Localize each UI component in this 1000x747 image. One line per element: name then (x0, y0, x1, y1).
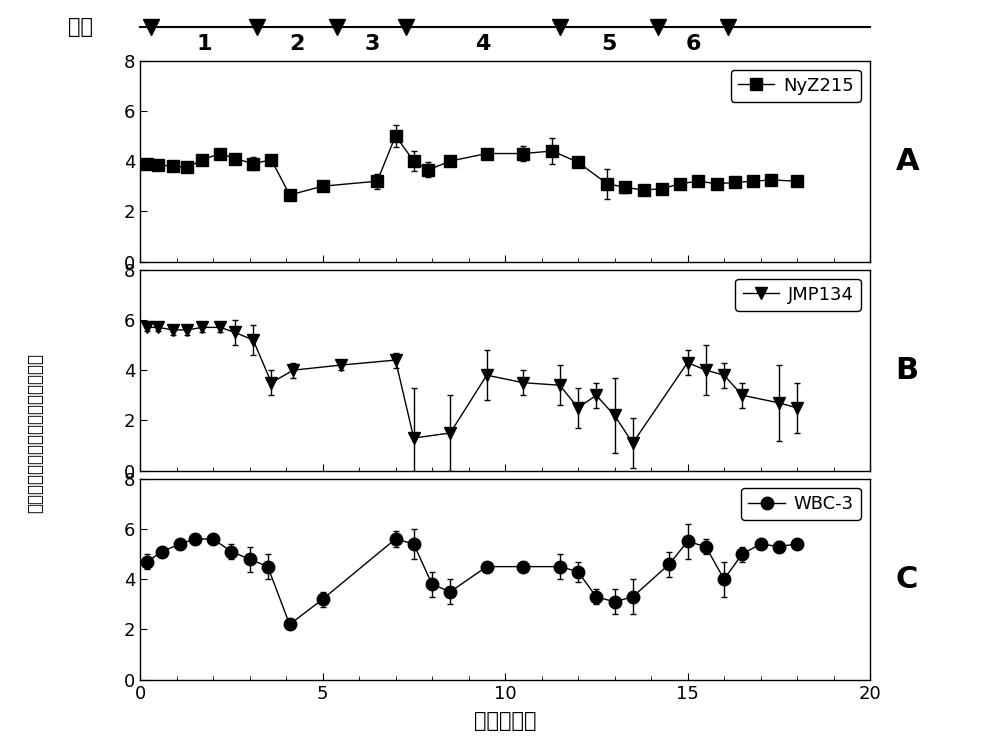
Legend: JMP134: JMP134 (735, 279, 861, 311)
Text: 2: 2 (289, 34, 305, 54)
Text: A: A (896, 146, 919, 176)
Text: 1: 1 (196, 34, 212, 54)
Text: C: C (896, 565, 918, 594)
X-axis label: 时间（天）: 时间（天） (474, 711, 536, 731)
Text: 每毫升培养液中基因拷贝数的对数値: 每毫升培养液中基因拷贝数的对数値 (26, 353, 44, 513)
Text: 6: 6 (685, 34, 701, 54)
Legend: NyZ215: NyZ215 (731, 69, 861, 102)
Text: B: B (896, 356, 919, 385)
Text: 5: 5 (601, 34, 617, 54)
Legend: WBC-3: WBC-3 (741, 488, 861, 520)
Text: 3: 3 (364, 34, 379, 54)
Text: 循环: 循环 (68, 17, 93, 37)
Text: 4: 4 (475, 34, 491, 54)
